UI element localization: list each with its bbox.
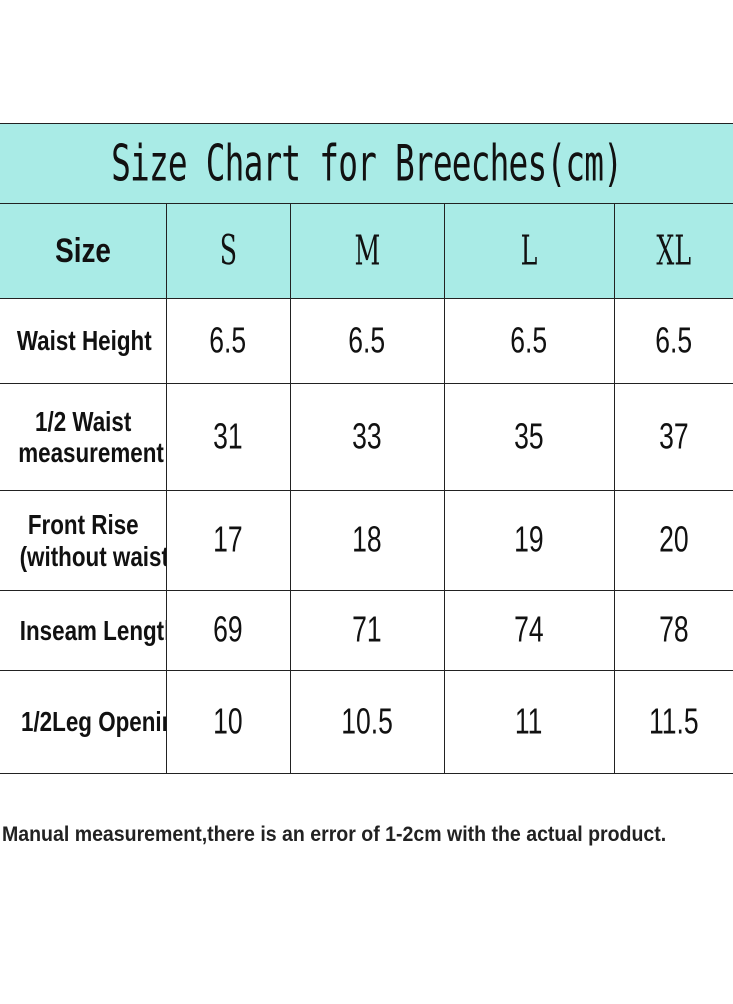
header-row: Size S M L XL <box>0 203 733 299</box>
title-row: Size Chart for Breeches(cm) <box>0 123 733 204</box>
table-cell: 11.5 <box>613 670 733 774</box>
row-label: Waist Height <box>0 298 167 384</box>
row-label: Front Rise (without waist) <box>0 490 167 591</box>
table-row-waist-height: Waist Height 6.5 6.5 6.5 6.5 <box>0 298 733 384</box>
table-cell: 11 <box>443 670 615 774</box>
size-header-s: S <box>165 203 291 299</box>
row-label: 1/2Leg Opening <box>0 670 167 774</box>
table-cell: 10.5 <box>289 670 445 774</box>
table-cell: 6.5 <box>289 298 445 384</box>
table-cell: 78 <box>613 590 733 671</box>
table-cell: 37 <box>613 383 733 491</box>
table-cell: 74 <box>443 590 615 671</box>
table-row-inseam-length: Inseam Length 69 71 74 78 <box>0 590 733 671</box>
table-cell: 71 <box>289 590 445 671</box>
table-cell: 10 <box>165 670 291 774</box>
table-cell: 19 <box>443 490 615 591</box>
table-cell: 69 <box>165 590 291 671</box>
table-cell: 33 <box>289 383 445 491</box>
table-cell: 6.5 <box>613 298 733 384</box>
table-cell: 18 <box>289 490 445 591</box>
table-cell: 6.5 <box>443 298 615 384</box>
size-header-label: Size <box>0 203 167 299</box>
row-label: Inseam Length <box>0 590 167 671</box>
table-cell: 31 <box>165 383 291 491</box>
size-header-xl: XL <box>613 203 733 299</box>
table-row-front-rise: Front Rise (without waist) 17 18 19 20 <box>0 490 733 591</box>
size-header-l: L <box>443 203 615 299</box>
table-cell: 35 <box>443 383 615 491</box>
size-header-m: M <box>289 203 445 299</box>
table-row-leg-opening: 1/2Leg Opening 10 10.5 11 11.5 <box>0 670 733 774</box>
chart-title: Size Chart for Breeches(cm) <box>0 123 733 204</box>
table-cell: 6.5 <box>165 298 291 384</box>
row-label: 1/2 Waist measurement <box>0 383 167 491</box>
measurement-note: Manual measurement,there is an error of … <box>2 823 667 846</box>
table-cell: 17 <box>165 490 291 591</box>
table-row-half-waist: 1/2 Waist measurement 31 33 35 37 <box>0 383 733 491</box>
table-cell: 20 <box>613 490 733 591</box>
size-chart-table: Size Chart for Breeches(cm) Size S M L X… <box>0 123 733 774</box>
